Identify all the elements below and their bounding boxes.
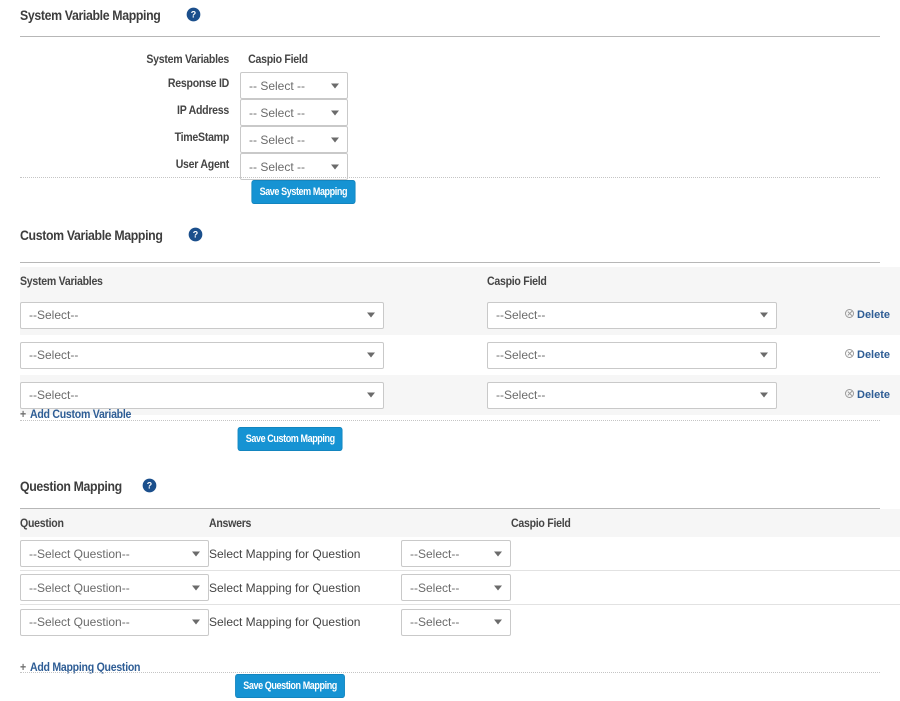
svg-text:?: ? bbox=[193, 230, 198, 240]
svg-text:?: ? bbox=[190, 10, 195, 20]
svg-text:?: ? bbox=[147, 481, 152, 491]
